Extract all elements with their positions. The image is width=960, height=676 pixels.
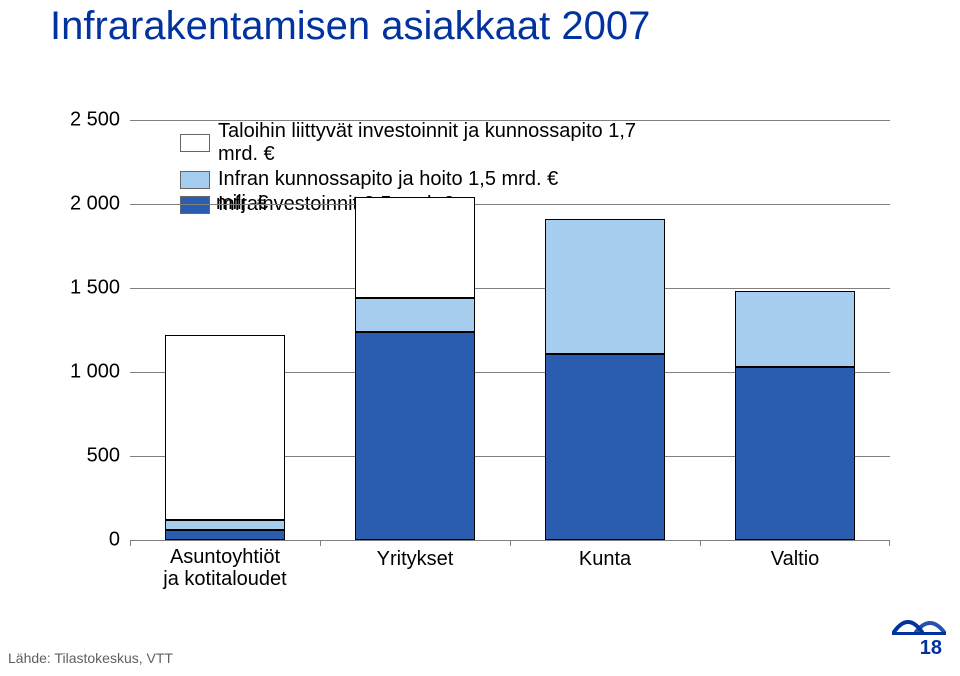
page-number: 18 [920, 637, 942, 660]
ytick-2500: 2 500 [60, 109, 120, 132]
bar-segment-infran_kp [165, 520, 285, 530]
ytick-0: 0 [60, 529, 120, 552]
bar-segment-infrainv [165, 530, 285, 540]
bar-segment-infrainv [355, 332, 475, 540]
xtick [510, 540, 511, 546]
page-title: Infrarakentamisen asiakkaat 2007 [50, 4, 650, 49]
xlabel-kunta: Kunta [579, 548, 631, 570]
plot-area: Asuntoyhtiötja kotitaloudet Yritykset Ku… [130, 120, 890, 541]
ytick-1000: 1 000 [60, 361, 120, 384]
source-text: Lähde: Tilastokeskus, VTT [8, 650, 173, 666]
xtick [889, 540, 890, 546]
xtick [320, 540, 321, 546]
xtick [130, 540, 131, 546]
bar-valtio [735, 291, 855, 540]
bar-asuntoyhtiot [165, 335, 285, 540]
bar-segment-infran_kp [355, 298, 475, 332]
logo-icon [892, 610, 946, 636]
xlabel-asuntoyhtiot: Asuntoyhtiötja kotitaloudet [163, 546, 286, 590]
gridline [130, 288, 890, 289]
bar-segment-taloihin [355, 197, 475, 298]
xlabel-valtio: Valtio [771, 548, 820, 570]
ytick-500: 500 [60, 445, 120, 468]
bar-kunta [545, 219, 665, 540]
bar-segment-infrainv [545, 354, 665, 540]
bar-segment-infrainv [735, 367, 855, 540]
ytick-2000: 2 000 [60, 193, 120, 216]
xlabel-yritykset: Yritykset [377, 548, 454, 570]
gridline [130, 204, 890, 205]
ytick-1500: 1 500 [60, 277, 120, 300]
gridline [130, 120, 890, 121]
chart: Taloihin liittyvät investoinnit ja kunno… [60, 120, 890, 580]
bar-yritykset [355, 197, 475, 540]
bar-segment-infran_kp [545, 219, 665, 353]
bar-segment-infran_kp [735, 291, 855, 367]
xtick [700, 540, 701, 546]
bar-segment-taloihin [165, 335, 285, 520]
